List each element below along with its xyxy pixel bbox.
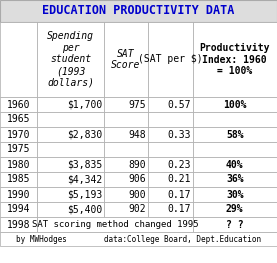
Text: 975: 975 bbox=[129, 99, 146, 109]
Text: 902: 902 bbox=[129, 205, 146, 215]
Bar bbox=[193, 127, 277, 142]
Text: 100%: 100% bbox=[223, 99, 247, 109]
Text: (SAT per $): (SAT per $) bbox=[138, 54, 203, 64]
Bar bbox=[0, 157, 37, 172]
Text: 30%: 30% bbox=[226, 190, 243, 200]
Text: 1980: 1980 bbox=[7, 159, 30, 169]
Bar bbox=[37, 22, 104, 97]
Bar bbox=[104, 142, 148, 157]
Text: Spending
per
student
(1993
dollars): Spending per student (1993 dollars) bbox=[47, 31, 94, 88]
Text: 1998: 1998 bbox=[7, 220, 30, 230]
Text: 0.21: 0.21 bbox=[167, 174, 191, 185]
Bar bbox=[148, 127, 193, 142]
Text: 0.33: 0.33 bbox=[167, 129, 191, 139]
Text: $5,193: $5,193 bbox=[67, 190, 102, 200]
Bar bbox=[37, 202, 104, 217]
Text: 0.57: 0.57 bbox=[167, 99, 191, 109]
Bar bbox=[0, 232, 277, 246]
Text: 1960: 1960 bbox=[7, 99, 30, 109]
Bar bbox=[37, 127, 104, 142]
Text: 1990: 1990 bbox=[7, 190, 30, 200]
Bar bbox=[148, 112, 193, 127]
Text: $1,700: $1,700 bbox=[67, 99, 102, 109]
Bar bbox=[193, 217, 277, 232]
Text: $3,835: $3,835 bbox=[67, 159, 102, 169]
Bar bbox=[104, 127, 148, 142]
Bar bbox=[37, 172, 104, 187]
Text: 906: 906 bbox=[129, 174, 146, 185]
Text: $2,830: $2,830 bbox=[67, 129, 102, 139]
Bar bbox=[104, 172, 148, 187]
Text: $5,400: $5,400 bbox=[67, 205, 102, 215]
Text: ? ?: ? ? bbox=[226, 220, 243, 230]
Bar bbox=[104, 97, 148, 112]
Text: 1965: 1965 bbox=[7, 114, 30, 124]
Text: 29%: 29% bbox=[226, 205, 243, 215]
Bar bbox=[193, 172, 277, 187]
Bar bbox=[148, 142, 193, 157]
Bar bbox=[0, 217, 37, 232]
Bar bbox=[0, 0, 277, 22]
Bar bbox=[104, 157, 148, 172]
Bar bbox=[148, 187, 193, 202]
Bar bbox=[104, 187, 148, 202]
Bar bbox=[37, 187, 104, 202]
Bar bbox=[148, 202, 193, 217]
Text: 36%: 36% bbox=[226, 174, 243, 185]
Text: 1975: 1975 bbox=[7, 144, 30, 154]
Text: 1985: 1985 bbox=[7, 174, 30, 185]
Bar bbox=[37, 142, 104, 157]
Bar bbox=[104, 112, 148, 127]
Text: $4,342: $4,342 bbox=[67, 174, 102, 185]
Bar bbox=[193, 187, 277, 202]
Text: SAT scoring method changed 1995: SAT scoring method changed 1995 bbox=[32, 220, 198, 229]
Text: 0.17: 0.17 bbox=[167, 205, 191, 215]
Bar bbox=[0, 202, 37, 217]
Text: EDUCATION PRODUCTIVITY DATA: EDUCATION PRODUCTIVITY DATA bbox=[42, 4, 235, 18]
Bar bbox=[193, 97, 277, 112]
Text: 1994: 1994 bbox=[7, 205, 30, 215]
Text: Productivity
Index: 1960
= 100%: Productivity Index: 1960 = 100% bbox=[199, 43, 270, 76]
Text: 0.23: 0.23 bbox=[167, 159, 191, 169]
Bar bbox=[148, 157, 193, 172]
Bar bbox=[0, 22, 37, 97]
Text: 948: 948 bbox=[129, 129, 146, 139]
Bar bbox=[0, 112, 37, 127]
Text: SAT
Score: SAT Score bbox=[111, 49, 141, 70]
Bar bbox=[193, 157, 277, 172]
Text: by MWHodges        data:College Board, Dept.Education: by MWHodges data:College Board, Dept.Edu… bbox=[16, 235, 261, 244]
Bar bbox=[0, 97, 37, 112]
Text: 1970: 1970 bbox=[7, 129, 30, 139]
Bar bbox=[0, 127, 37, 142]
Bar bbox=[193, 142, 277, 157]
Bar bbox=[37, 112, 104, 127]
Bar bbox=[104, 22, 148, 97]
Bar bbox=[193, 22, 277, 97]
Bar bbox=[0, 172, 37, 187]
Bar bbox=[37, 217, 193, 232]
Bar bbox=[104, 202, 148, 217]
Text: 58%: 58% bbox=[226, 129, 243, 139]
Text: 0.17: 0.17 bbox=[167, 190, 191, 200]
Text: 40%: 40% bbox=[226, 159, 243, 169]
Bar bbox=[193, 112, 277, 127]
Bar bbox=[37, 157, 104, 172]
Text: 890: 890 bbox=[129, 159, 146, 169]
Bar bbox=[0, 142, 37, 157]
Bar bbox=[148, 97, 193, 112]
Bar bbox=[148, 22, 193, 97]
Bar bbox=[0, 187, 37, 202]
Bar bbox=[148, 172, 193, 187]
Bar bbox=[37, 97, 104, 112]
Bar bbox=[193, 202, 277, 217]
Text: 900: 900 bbox=[129, 190, 146, 200]
